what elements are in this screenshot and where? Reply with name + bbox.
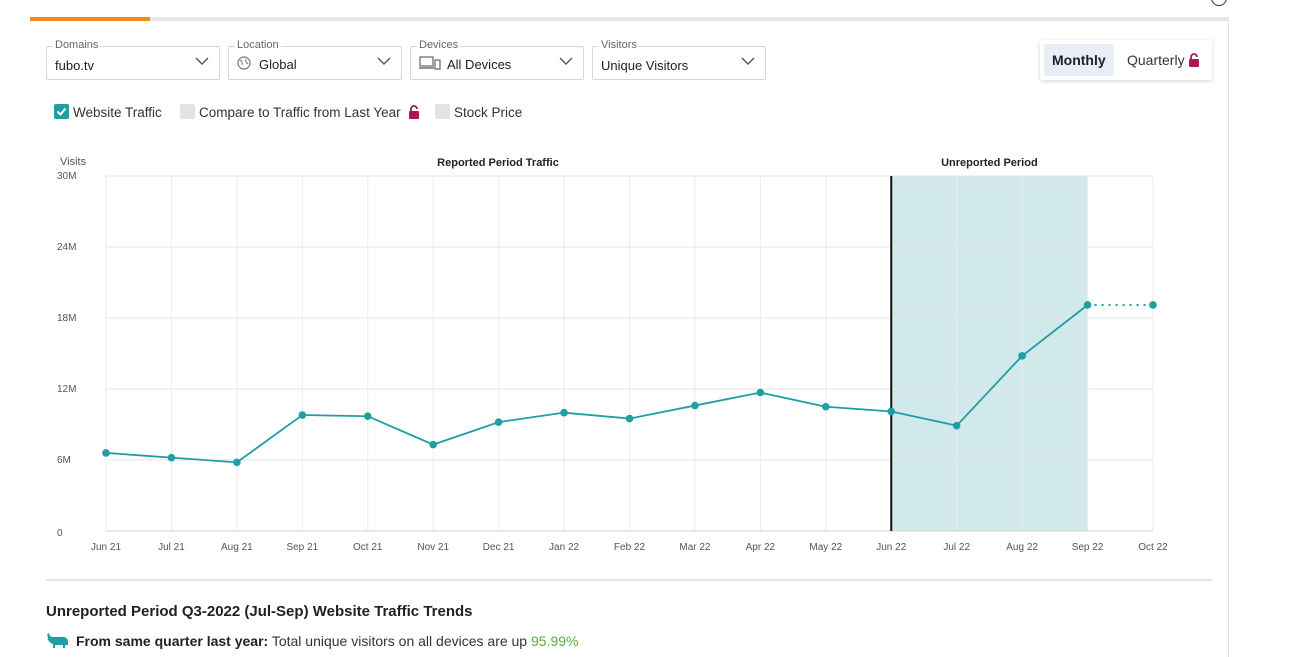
chevron-down-icon	[741, 57, 755, 65]
data-point	[822, 402, 830, 411]
stock-price-label: Stock Price	[454, 105, 523, 120]
devices-dropdown[interactable]: Devices All Devices	[410, 39, 584, 80]
projection-point	[1149, 301, 1157, 309]
granularity-toggle: Monthly Quarterly	[1040, 40, 1212, 80]
x-tick-label: Nov 21	[417, 542, 449, 553]
x-tick-label: Sep 22	[1072, 542, 1104, 553]
data-point	[952, 421, 961, 430]
x-tick-label: Apr 22	[746, 542, 776, 553]
unreported-region	[891, 176, 1088, 531]
website-traffic-checkbox[interactable]	[54, 104, 69, 119]
data-point	[298, 411, 307, 419]
y-axis-title: Visits	[60, 156, 87, 168]
tab-bar	[30, 17, 1228, 21]
y-tick-label: 12M	[57, 384, 76, 395]
domains-label: Domains	[53, 39, 101, 51]
visitors-value: Unique Visitors	[601, 58, 689, 73]
visitors-label: Visitors	[599, 39, 639, 51]
x-tick-label: Aug 22	[1006, 542, 1038, 553]
x-tick-label: Jul 22	[943, 542, 970, 553]
x-tick-label: Dec 21	[483, 542, 515, 553]
location-value: Global	[259, 57, 297, 72]
trend-line-label: From same quarter last year:	[76, 633, 269, 649]
x-tick-label: Jun 21	[91, 542, 121, 553]
y-tick-label: 6M	[57, 455, 71, 466]
trend-line: From same quarter last year: Total uniqu…	[76, 633, 578, 649]
devices-label: Devices	[417, 39, 461, 51]
devices-icon	[419, 56, 441, 70]
location-dropdown[interactable]: Location Global	[228, 39, 402, 80]
domains-dropdown[interactable]: Domains fubo.tv	[46, 39, 220, 80]
domains-value: fubo.tv	[55, 58, 95, 73]
visitors-dropdown[interactable]: Visitors Unique Visitors	[592, 39, 766, 80]
y-tick-label: 18M	[57, 313, 76, 324]
check-icon	[56, 107, 67, 116]
x-tick-label: Feb 22	[614, 542, 646, 553]
trends-title: Unreported Period Q3-2022 (Jul-Sep) Webs…	[46, 603, 473, 620]
x-tick-label: May 22	[809, 542, 842, 553]
data-point	[1018, 352, 1026, 360]
quarterly-label: Quarterly	[1127, 52, 1185, 68]
x-tick-label: Mar 22	[679, 542, 711, 553]
traffic-line	[105, 304, 1089, 464]
data-point	[429, 440, 437, 449]
y-tick-label: 30M	[57, 171, 76, 182]
trend-line-text: Total unique visitors on all devices are…	[271, 633, 528, 649]
y-tick-label: 0	[57, 528, 63, 539]
x-tick-label: Oct 21	[353, 542, 383, 553]
data-point	[756, 388, 765, 397]
data-point	[887, 407, 896, 416]
y-tick-label: 24M	[57, 242, 76, 253]
trend-line-value: 95.99%	[531, 633, 579, 649]
quarterly-button[interactable]: Quarterly	[1119, 44, 1208, 76]
chevron-down-icon	[377, 57, 391, 65]
data-point	[167, 453, 176, 462]
devices-value: All Devices	[447, 57, 512, 72]
compare-last-year-checkbox[interactable]	[180, 104, 195, 119]
data-point	[102, 449, 110, 457]
active-tab-indicator	[30, 17, 150, 21]
data-point	[494, 418, 503, 426]
x-tick-label: Jul 21	[158, 542, 185, 553]
data-point	[560, 408, 568, 417]
data-point	[233, 458, 241, 467]
traffic-chart: 0 6M 12M 18M 24M 30M Visits Jun 21 Jul 21 Aug 21 S…	[57, 156, 1168, 553]
lock-icon	[1189, 53, 1200, 67]
x-tick-label: Jun 22	[876, 542, 906, 553]
chevron-down-icon	[195, 57, 209, 65]
website-traffic-label: Website Traffic	[73, 105, 162, 120]
monthly-button[interactable]: Monthly	[1044, 44, 1114, 76]
chevron-down-icon	[559, 57, 573, 65]
x-tick-label: Oct 22	[1138, 542, 1168, 553]
globe-icon	[237, 56, 251, 70]
divider	[46, 579, 1212, 581]
x-tick-label: Jan 22	[549, 542, 579, 553]
location-label: Location	[235, 39, 281, 51]
bull-icon	[47, 633, 68, 648]
compare-last-year-label: Compare to Traffic from Last Year	[199, 105, 401, 120]
reported-period-label: Reported Period Traffic	[437, 157, 559, 169]
stock-price-checkbox[interactable]	[435, 104, 450, 119]
data-point	[363, 412, 372, 421]
data-point	[691, 401, 699, 410]
x-tick-label: Aug 21	[221, 542, 253, 553]
lock-icon	[409, 105, 419, 119]
unreported-period-label: Unreported Period	[941, 157, 1038, 169]
x-tick-label: Sep 21	[286, 542, 318, 553]
data-point	[625, 414, 634, 423]
